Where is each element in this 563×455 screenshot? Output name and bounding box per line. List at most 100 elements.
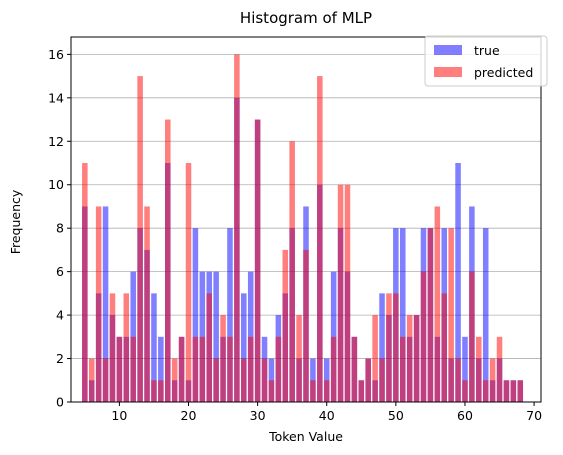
axes-layer: [70, 36, 542, 403]
bar-true: [482, 228, 489, 402]
bar-predicted: [275, 336, 282, 402]
bar-predicted: [351, 336, 358, 402]
bar-predicted: [137, 76, 143, 402]
chart-title: Histogram of MLP: [240, 9, 372, 27]
bar-predicted: [427, 228, 434, 402]
ticks-layer: 10 20 30 40 50 60 70 0 2 4 6 8 10 12 14 16: [48, 47, 542, 423]
bar-predicted: [123, 293, 130, 402]
bar-predicted: [95, 206, 102, 402]
legend-label-predicted: predicted: [474, 65, 533, 80]
x-tick-label: 50: [388, 408, 404, 423]
y-tick-label: 10: [48, 177, 64, 192]
bar-true: [455, 163, 461, 402]
bar-predicted: [102, 358, 109, 402]
x-tick-label: 60: [457, 408, 473, 423]
bar-predicted: [393, 293, 399, 402]
bar-predicted: [448, 228, 454, 402]
y-axis-title: Frequency: [8, 189, 23, 254]
bar-predicted: [510, 380, 517, 402]
bar-predicted: [462, 380, 468, 402]
bar-predicted: [130, 336, 136, 402]
y-tick-label: 0: [56, 395, 64, 410]
bar-predicted: [178, 336, 185, 402]
bar-predicted: [455, 358, 461, 402]
bar-predicted: [199, 336, 206, 402]
bar-predicted: [234, 54, 240, 402]
bar-predicted: [247, 336, 254, 402]
bar-predicted: [406, 315, 413, 402]
y-tick-label: 4: [56, 308, 64, 323]
bar-predicted: [420, 271, 427, 402]
legend-label-true: true: [474, 43, 500, 58]
bar-predicted: [496, 336, 503, 402]
bar-true: [158, 336, 164, 402]
bar-true: [151, 293, 157, 402]
bar-predicted: [220, 315, 226, 402]
bar-predicted: [261, 358, 268, 402]
bar-true: [130, 271, 136, 402]
bar-true: [227, 228, 233, 402]
bar-predicted: [116, 336, 123, 402]
bar-predicted: [171, 358, 178, 402]
bar-predicted: [323, 380, 330, 402]
bar-predicted: [337, 184, 344, 402]
bar-predicted: [503, 380, 510, 402]
bar-predicted: [282, 249, 289, 402]
bar-predicted: [213, 358, 219, 402]
bar-predicted: [310, 380, 316, 402]
bar-true: [247, 271, 254, 402]
bar-predicted: [517, 380, 524, 402]
legend-swatch-predicted: [434, 67, 462, 77]
y-tick-label: 16: [48, 47, 64, 62]
legend: true predicted: [424, 35, 548, 87]
bar-predicted: [185, 163, 192, 402]
bar-predicted: [82, 163, 88, 402]
bar-true: [379, 293, 385, 402]
bar-predicted: [268, 380, 275, 402]
bar-predicted: [386, 293, 392, 402]
bar-predicted: [358, 380, 365, 402]
bar-predicted: [434, 206, 441, 402]
bar-predicted: [303, 249, 309, 402]
bar-predicted: [227, 336, 233, 402]
bar-true: [241, 293, 247, 402]
bar-predicted: [489, 358, 496, 402]
y-tick-label: 8: [56, 221, 64, 236]
bar-true: [192, 228, 199, 402]
bar-predicted: [379, 358, 385, 402]
y-tick-label: 14: [48, 90, 64, 105]
plot-frame: [70, 36, 542, 403]
bar-predicted: [165, 119, 171, 403]
x-tick-label: 10: [111, 408, 127, 423]
bar-predicted: [151, 380, 157, 402]
bar-predicted: [365, 358, 371, 402]
bar-true: [330, 271, 337, 402]
bars-layer: [82, 54, 524, 403]
y-tick-label: 6: [56, 264, 64, 279]
bar-predicted: [372, 315, 378, 402]
bar-true: [400, 228, 406, 402]
bar-predicted: [317, 76, 323, 402]
bar-predicted: [441, 293, 447, 402]
bar-true: [462, 336, 468, 402]
bar-predicted: [400, 336, 406, 402]
bar-predicted: [192, 336, 199, 402]
bar-predicted: [476, 336, 482, 402]
x-tick-label: 30: [250, 408, 266, 423]
bar-predicted: [344, 184, 351, 402]
bar-predicted: [88, 358, 95, 402]
bar-true: [213, 271, 219, 402]
x-tick-label: 70: [526, 408, 542, 423]
y-tick-label: 2: [56, 351, 64, 366]
x-axis-title: Token Value: [268, 429, 343, 444]
bar-true: [199, 271, 206, 402]
bar-predicted: [289, 141, 295, 403]
bar-predicted: [109, 293, 116, 402]
legend-swatch-true: [434, 45, 462, 55]
bar-predicted: [158, 380, 164, 402]
bar-predicted: [330, 336, 337, 402]
x-tick-label: 20: [181, 408, 197, 423]
bar-predicted: [206, 293, 212, 402]
bar-predicted: [469, 271, 475, 402]
bar-predicted: [241, 358, 247, 402]
